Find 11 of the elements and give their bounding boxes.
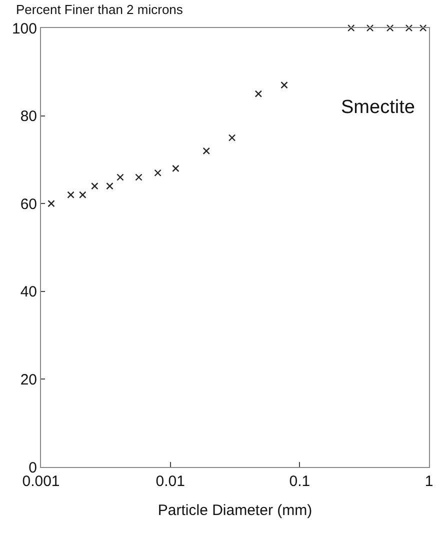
y-tick-label: 80 [20,108,37,126]
x-tick-label: 0.01 [156,473,185,490]
x-tick-label: 0.1 [289,473,310,490]
y-tick-label: 40 [20,284,37,301]
y-tick-label: 60 [20,196,37,213]
annotation: Smectite [341,97,415,118]
y-tick-label: 100 [12,20,37,38]
y-axis-title: Percent Finer than 2 microns [16,2,184,17]
x-axis-title: Particle Diameter (mm) [158,502,312,519]
x-tick-label: 1 [424,473,434,490]
y-tick-label: 20 [20,371,37,388]
